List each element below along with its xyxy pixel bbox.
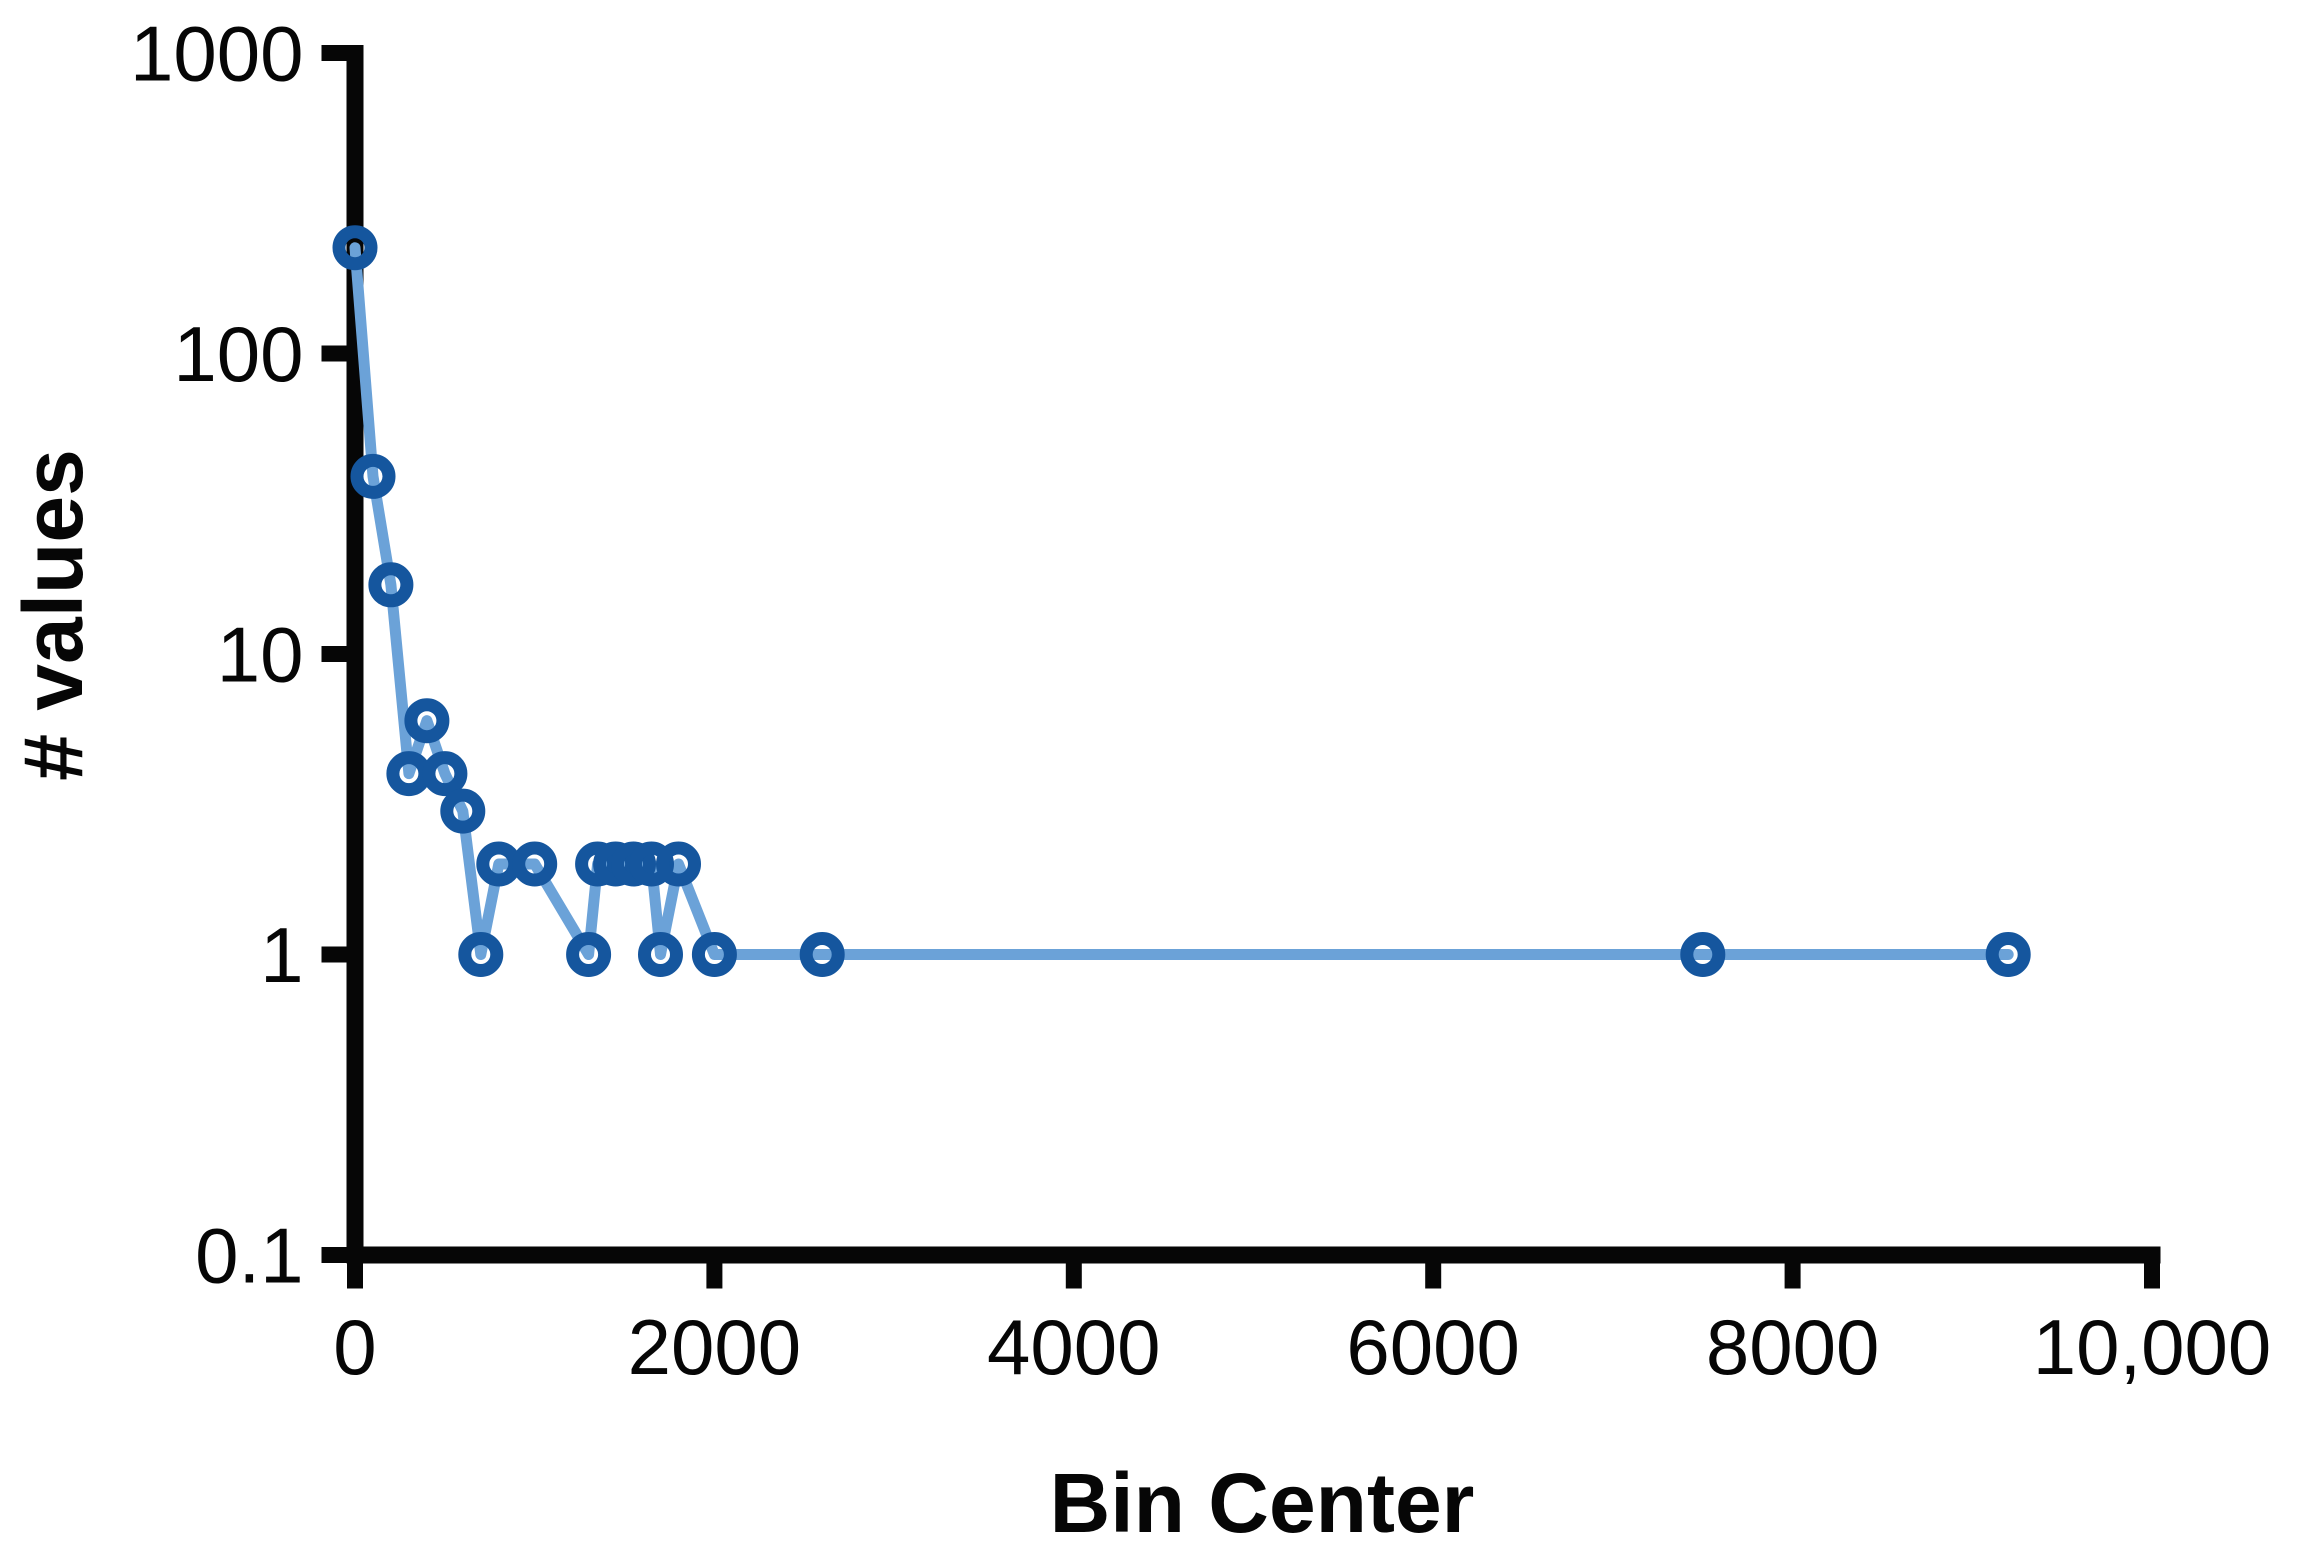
data-point-marker: [368, 562, 414, 608]
x-tick-label: 4000: [987, 1303, 1161, 1391]
data-point-marker: [1680, 932, 1726, 977]
data-point-marker: [350, 453, 396, 499]
axes: [321, 45, 2161, 1289]
y-tick: [321, 946, 347, 963]
y-tick-label: 100: [173, 310, 303, 398]
data-point-marker: [611, 841, 656, 887]
x-tick: [1784, 1263, 1801, 1289]
data-point-marker: [512, 841, 558, 887]
x-tick: [1065, 1263, 1082, 1289]
y-tick: [321, 45, 347, 61]
data-point-marker: [332, 225, 378, 271]
data-point-marker: [638, 932, 683, 977]
x-axis-title: Bin Center: [1050, 1456, 1475, 1550]
data-point-marker: [799, 932, 845, 977]
x-tick-label: 2000: [628, 1303, 802, 1391]
data-point-marker: [404, 698, 450, 744]
x-tick-label: 0: [333, 1303, 376, 1391]
y-tick: [321, 345, 347, 362]
tick-labels: 1000 100 10 1 0.1 0 2000 4000 6000 8000 10,000: [130, 9, 2271, 1391]
data-point-marker: [566, 932, 612, 977]
x-tick-label: 8000: [1706, 1303, 1880, 1391]
data-point-marker: [691, 932, 737, 977]
x-axis-line: [346, 1246, 2161, 1264]
y-axis-title: # values: [6, 449, 100, 781]
x-tick: [706, 1263, 723, 1289]
x-tick-label: 10,000: [2033, 1303, 2272, 1391]
data-point-marker: [422, 751, 468, 797]
x-tick-label: 6000: [1346, 1303, 1520, 1391]
data-point-marker: [458, 932, 504, 977]
y-tick-label: 1000: [130, 9, 304, 97]
data-series: [332, 225, 2031, 977]
y-tick-label: 0.1: [195, 1211, 303, 1299]
y-tick-label: 10: [217, 610, 304, 698]
x-tick: [2144, 1263, 2160, 1289]
x-tick: [1425, 1263, 1442, 1289]
y-tick: [321, 1247, 347, 1263]
data-point-marker: [1985, 932, 2031, 977]
y-tick: [321, 646, 347, 662]
data-point-marker: [656, 841, 701, 887]
y-tick-label: 1: [260, 911, 303, 999]
data-point-marker: [440, 788, 486, 834]
x-tick: [347, 1263, 363, 1289]
